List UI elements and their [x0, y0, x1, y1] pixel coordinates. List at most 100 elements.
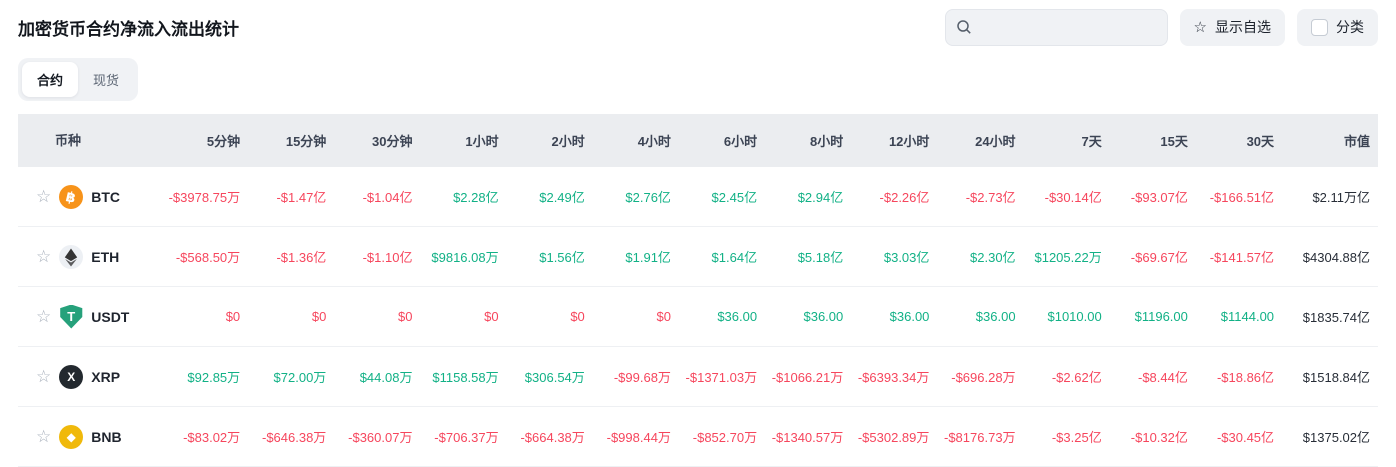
flow-value-cell: $1.56亿 [539, 250, 585, 265]
coin-symbol: USDT [91, 308, 130, 325]
flow-value-cell: $0 [656, 309, 671, 324]
flow-value-cell: -$852.70万 [692, 430, 758, 445]
column-header-coin: 币种 [55, 133, 82, 148]
bnb-coin-icon: ◆ [59, 424, 84, 449]
table-row[interactable]: ☆ ◆ BNB -$83.02万 -$646.38万 -$360.07万 -$706.37万… [18, 407, 1378, 467]
market-cap-cell: $1375.02亿 [1302, 430, 1371, 445]
column-header-15m: 15分钟 [285, 134, 327, 149]
flow-value-cell: -$99.68万 [613, 370, 671, 385]
category-toggle-button[interactable]: 分类 [1297, 8, 1378, 46]
coin-symbol: ETH [91, 248, 120, 265]
favorite-star-icon[interactable]: ☆ [36, 187, 52, 206]
flow-value-cell: $1205.22万 [1034, 250, 1102, 265]
flow-value-cell: -$2.62亿 [1051, 370, 1102, 385]
coin-cell: ☆ X XRP [18, 364, 158, 389]
flow-value-cell: $0 [225, 309, 241, 324]
market-cap-cell: $1835.74亿 [1302, 310, 1371, 325]
favorite-star-icon[interactable]: ☆ [36, 427, 52, 446]
top-bar: 加密货币合约净流入流出统计 ☆ 显示自选 分类 [0, 0, 1396, 50]
column-header-7d: 7天 [1081, 134, 1102, 149]
star-icon: ☆ [1193, 18, 1207, 36]
bnb-glyph: ◆ [66, 429, 76, 444]
column-header-4h: 4小时 [637, 134, 671, 149]
column-header-30m: 30分钟 [372, 134, 413, 149]
table-header-row: 币种 5分钟 15分钟 30分钟 1小时 2小时 4小时 6小时 8小时 12小… [18, 114, 1378, 167]
flow-value-cell: -$1.04亿 [362, 190, 413, 205]
flow-value-cell: -$706.37万 [434, 430, 499, 445]
flow-value-cell: -$1371.03万 [685, 370, 758, 385]
flow-value-cell: $1.91亿 [625, 250, 671, 265]
favorite-star-icon[interactable]: ☆ [36, 307, 52, 326]
tab-contract[interactable]: 合约 [22, 62, 79, 97]
column-header-marketcap: 市值 [1344, 134, 1371, 149]
coin-symbol: BTC [91, 188, 121, 205]
flow-value-cell: $36.00 [975, 309, 1016, 324]
xrp-coin-icon: X [59, 364, 84, 389]
flow-value-cell: $0 [398, 309, 413, 324]
favorite-star-icon[interactable]: ☆ [36, 367, 52, 386]
flow-value-cell: $2.49亿 [539, 190, 585, 205]
table-row[interactable]: ☆ ฿ BTC -$3978.75万 -$1.47亿 -$1.04亿 $2.28亿 $2.49… [18, 167, 1378, 227]
market-cap-cell: $4304.88亿 [1302, 250, 1371, 265]
flow-value-cell: $0 [311, 309, 327, 324]
flow-value-cell: -$2.26亿 [879, 190, 930, 205]
flow-value-cell: -$1.10亿 [362, 250, 413, 265]
coin-symbol: BNB [91, 428, 122, 445]
flow-value-cell: -$360.07万 [348, 430, 413, 445]
tab-spot[interactable]: 现货 [78, 62, 134, 97]
flow-value-cell: $5.18亿 [797, 250, 844, 265]
flow-value-cell: $0 [484, 309, 499, 324]
flow-value-cell: $36.00 [717, 309, 758, 324]
show-favorites-label: 显示自选 [1215, 19, 1271, 35]
search-input[interactable] [978, 18, 1157, 36]
market-type-tabs: 合约 现货 [18, 58, 139, 101]
btc-coin-icon: ฿ [59, 184, 84, 209]
toolbar-actions: ☆ 显示自选 分类 [944, 8, 1378, 46]
column-header-2h: 2小时 [551, 134, 585, 149]
flow-value-cell: -$8176.73万 [944, 430, 1016, 445]
coin-symbol: XRP [91, 368, 121, 385]
page-title: 加密货币合约净流入流出统计 [18, 19, 239, 39]
column-header-6h: 6小时 [723, 134, 758, 149]
column-header-5m: 5分钟 [206, 134, 241, 149]
column-header-1h: 1小时 [465, 134, 499, 149]
flow-value-cell: $2.94亿 [797, 190, 844, 205]
flow-value-cell: $1144.00 [1220, 309, 1275, 324]
table-row[interactable]: ☆ T USDT $0 $0 $0 $0 $0 $0 $36.00 $36.00 $36.00 $36.… [18, 287, 1378, 347]
flow-value-cell: $9816.08万 [431, 250, 499, 265]
flow-value-cell: $92.85万 [187, 370, 241, 385]
flow-value-cell: -$3978.75万 [168, 190, 241, 205]
flow-value-cell: -$69.67亿 [1130, 250, 1188, 265]
flow-value-cell: $2.28亿 [453, 190, 499, 205]
flow-value-cell: -$1.36亿 [276, 250, 327, 265]
coin-cell: ☆ ETH [18, 244, 158, 269]
flow-value-cell: $44.08万 [359, 370, 413, 385]
search-box[interactable] [944, 8, 1168, 46]
flow-value-cell: $2.30亿 [970, 250, 1016, 265]
usdt-coin-icon: T [60, 304, 83, 329]
coin-cell: ☆ ◆ BNB [18, 424, 158, 449]
table-row[interactable]: ☆ X XRP $92.85万 $72.00万 $44.08万 $1158.58万 $306.… [18, 347, 1378, 407]
flow-value-cell: $36.00 [803, 309, 844, 324]
coin-cell: ☆ T USDT [18, 304, 158, 329]
coin-cell: ☆ ฿ BTC [18, 184, 158, 209]
flow-value-cell: -$664.38万 [520, 430, 585, 445]
column-header-8h: 8小时 [810, 134, 844, 149]
column-header-12h: 12小时 [888, 134, 930, 149]
favorite-star-icon[interactable]: ☆ [36, 247, 52, 266]
flow-value-cell: -$1.47亿 [276, 190, 327, 205]
flow-value-cell: $72.00万 [273, 370, 327, 385]
show-favorites-button[interactable]: ☆ 显示自选 [1179, 8, 1285, 46]
category-checkbox[interactable] [1311, 18, 1328, 36]
flow-value-cell: $1196.00 [1134, 309, 1188, 324]
flow-value-cell: $1158.58万 [432, 370, 499, 385]
flow-table: 币种 5分钟 15分钟 30分钟 1小时 2小时 4小时 6小时 8小时 12小… [18, 114, 1378, 467]
eth-coin-icon [59, 244, 84, 269]
flow-value-cell: $306.54万 [524, 370, 585, 385]
flow-value-cell: -$568.50万 [175, 250, 241, 265]
flow-value-cell: -$2.73亿 [965, 190, 1016, 205]
table-body: ☆ ฿ BTC -$3978.75万 -$1.47亿 -$1.04亿 $2.28亿 $2.49… [18, 167, 1378, 467]
table-row[interactable]: ☆ ETH -$568.50万 -$1.36亿 -$1.10亿 $9816.08万 $1.5… [18, 227, 1378, 287]
flow-value-cell: -$1340.57万 [771, 430, 844, 445]
flow-value-cell: $3.03亿 [883, 250, 930, 265]
